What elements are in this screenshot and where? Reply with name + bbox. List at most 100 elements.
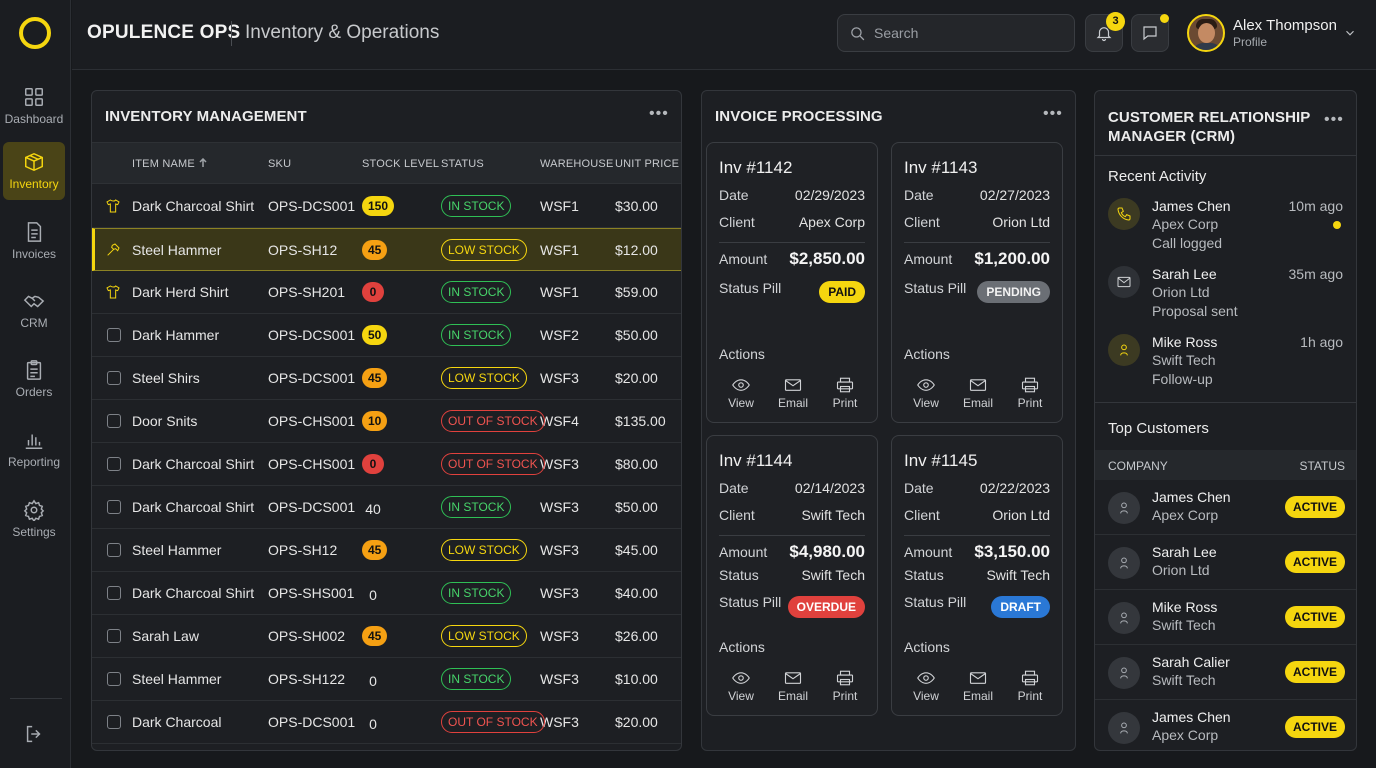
row-checkbox[interactable] (107, 715, 121, 729)
sidebar-item-settings[interactable]: Settings (3, 490, 65, 548)
row-checkbox[interactable] (107, 543, 121, 557)
item-name: Steel Hammer (132, 671, 222, 687)
invoice-number: Inv #1144 (719, 451, 793, 470)
column-header-warehouse[interactable]: WAREHOUSE (540, 158, 614, 170)
item-name: Dark Charcoal (132, 714, 222, 730)
customer-row[interactable]: Sarah Calier Swift Tech ACTIVE (1095, 645, 1356, 700)
column-header-company[interactable]: COMPANY (1108, 459, 1168, 473)
more-options-icon[interactable]: ••• (1324, 111, 1344, 128)
column-header-unit-price[interactable]: UNIT PRICE (615, 158, 680, 170)
invoice-card[interactable]: Inv #1143 Date 02/27/2023 Client Orion Ltd Am… (891, 142, 1063, 423)
table-row[interactable]: Steel Hammer OPS-SH122 WSF3 $10.00 0 IN STOCK (92, 658, 681, 701)
sidebar-item-label: Orders (15, 385, 53, 399)
print-button[interactable]: Print (825, 377, 865, 410)
email-button[interactable]: Email (773, 670, 813, 703)
row-checkbox[interactable] (107, 457, 121, 471)
status-badge: LOW STOCK (441, 367, 527, 389)
print-button[interactable]: Print (1010, 670, 1050, 703)
view-button[interactable]: View (721, 670, 761, 703)
search-box[interactable] (837, 14, 1075, 52)
table-row[interactable]: Dark Charcoal OPS-DCS001 WSF3 $20.00 0 OUT OF… (92, 701, 681, 744)
column-header-stock-level[interactable]: STOCK LEVEL (362, 158, 440, 170)
activity-name[interactable]: Sarah Lee (1152, 266, 1217, 282)
sidebar-item-crm[interactable]: CRM (3, 281, 65, 339)
more-options-icon[interactable]: ••• (649, 105, 669, 122)
customer-row[interactable]: Mike Ross Swift Tech ACTIVE (1095, 590, 1356, 645)
stock-level-badge: 10 (362, 411, 388, 431)
email-button[interactable]: Email (773, 377, 813, 410)
customer-name: James Chen (1152, 709, 1231, 725)
user-name[interactable]: Alex Thompson (1233, 17, 1337, 34)
table-row[interactable]: Dark Herd Shirt OPS-SH201 WSF1 $59.00 0 IN ST… (92, 271, 681, 314)
invoice-client: Swift Tech (801, 507, 865, 523)
notifications-button[interactable]: 3 (1085, 12, 1125, 52)
table-row[interactable]: Dark Charcoal Shirt OPS-DCS001 WSF1 $30.00 1… (92, 185, 681, 228)
sidebar-item-reporting[interactable]: Reporting (3, 420, 65, 478)
user-icon (1108, 712, 1140, 744)
email-button[interactable]: Email (958, 670, 998, 703)
sort-arrow-icon[interactable] (198, 157, 208, 168)
row-checkbox[interactable] (107, 500, 121, 514)
table-row[interactable]: Dark Charcoal Shirt OPS-SHS001 WSF3 $40.00 0… (92, 572, 681, 615)
table-row[interactable]: Dark Charcoal Shirt OPS-DCS001 WSF3 $50.00 4… (92, 486, 681, 529)
item-name: Dark Charcoal Shirt (132, 198, 255, 214)
search-input[interactable] (874, 23, 1064, 43)
stock-level-badge: 0 (362, 454, 384, 474)
divider (719, 242, 865, 243)
table-row[interactable]: Steel Shirs OPS-DCS001 WSF3 $20.00 45 LOW STO… (92, 357, 681, 400)
invoice-card[interactable]: Inv #1145 Date 02/22/2023 Client Orion Ltd Am… (891, 435, 1063, 716)
sku: OPS-SH002 (268, 628, 346, 644)
logo-ring-icon[interactable] (19, 17, 51, 49)
view-button[interactable]: View (906, 377, 946, 410)
status-badge: ACTIVE (1284, 551, 1345, 573)
user-avatar[interactable] (1187, 14, 1225, 52)
table-row[interactable]: Steel Hammer OPS-SH12 WSF3 $45.00 45 LOW STOC… (92, 529, 681, 572)
column-header-status[interactable]: STATUS (441, 158, 484, 170)
table-row[interactable]: Steel Hammer OPS-SH12 WSF1 $12.00 45 LOW STOC… (92, 228, 681, 271)
sidebar-item-dashboard[interactable]: Dashboard (3, 77, 65, 135)
chevron-down-icon[interactable] (1343, 26, 1357, 40)
print-button[interactable]: Print (825, 670, 865, 703)
table-row[interactable]: Dark Charcoal Shirt OPS-CHS001 WSF3 $80.00 0… (92, 443, 681, 486)
row-checkbox[interactable] (107, 414, 121, 428)
customer-row[interactable]: James Chen Apex Corp ACTIVE (1095, 700, 1356, 750)
invoice-amount: $1,200.00 (974, 249, 1050, 268)
activity-name[interactable]: Mike Ross (1152, 334, 1218, 350)
status-badge: OUT OF STOCK (441, 711, 545, 733)
print-button[interactable]: Print (1010, 377, 1050, 410)
unit-price: $50.00 (615, 327, 658, 343)
table-row[interactable]: Sarah Law OPS-SH002 WSF3 $26.00 45 LOW STOCK (92, 615, 681, 658)
sidebar-item-inventory[interactable]: Inventory (3, 142, 65, 200)
row-checkbox[interactable] (107, 629, 121, 643)
column-header-status[interactable]: STATUS (1299, 459, 1345, 473)
view-button[interactable]: View (721, 377, 761, 410)
invoice-card[interactable]: Inv #1142 Date 02/29/2023 Client Apex Corp Am… (706, 142, 878, 423)
column-header-sku[interactable]: SKU (268, 158, 292, 170)
table-row[interactable]: Door Snits OPS-CHS001 WSF4 $135.00 10 OUT OF … (92, 400, 681, 443)
view-button[interactable]: View (906, 670, 946, 703)
more-options-icon[interactable]: ••• (1043, 105, 1063, 122)
row-checkbox[interactable] (107, 586, 121, 600)
email-button[interactable]: Email (958, 377, 998, 410)
date-label: Date (904, 480, 934, 496)
column-header-item-name[interactable]: ITEM NAME (132, 157, 208, 170)
customer-company: Apex Corp (1152, 507, 1219, 523)
table-row[interactable]: Dark Hammer OPS-DCS001 WSF2 $50.00 50 IN STOC… (92, 314, 681, 357)
sidebar-item-invoices[interactable]: Invoices (3, 212, 65, 270)
logout-button[interactable] (23, 723, 47, 747)
customer-row[interactable]: Sarah Lee Orion Ltd ACTIVE (1095, 535, 1356, 590)
date-label: Date (719, 480, 749, 496)
status-badge: LOW STOCK (441, 239, 527, 261)
customer-row[interactable]: James Chen Apex Corp ACTIVE (1095, 480, 1356, 535)
row-checkbox[interactable] (107, 328, 121, 342)
messages-button[interactable] (1131, 14, 1169, 52)
row-checkbox[interactable] (107, 672, 121, 686)
row-checkbox[interactable] (107, 371, 121, 385)
invoice-card[interactable]: Inv #1144 Date 02/14/2023 Client Swift Tech A… (706, 435, 878, 716)
sidebar-item-orders[interactable]: Orders (3, 350, 65, 408)
activity-name[interactable]: James Chen (1152, 198, 1231, 214)
customer-company: Swift Tech (1152, 672, 1216, 688)
gear-icon (23, 499, 45, 521)
item-name: Dark Charcoal Shirt (132, 585, 255, 601)
crm-title-line1: CUSTOMER RELATIONSHIP (1108, 109, 1311, 126)
